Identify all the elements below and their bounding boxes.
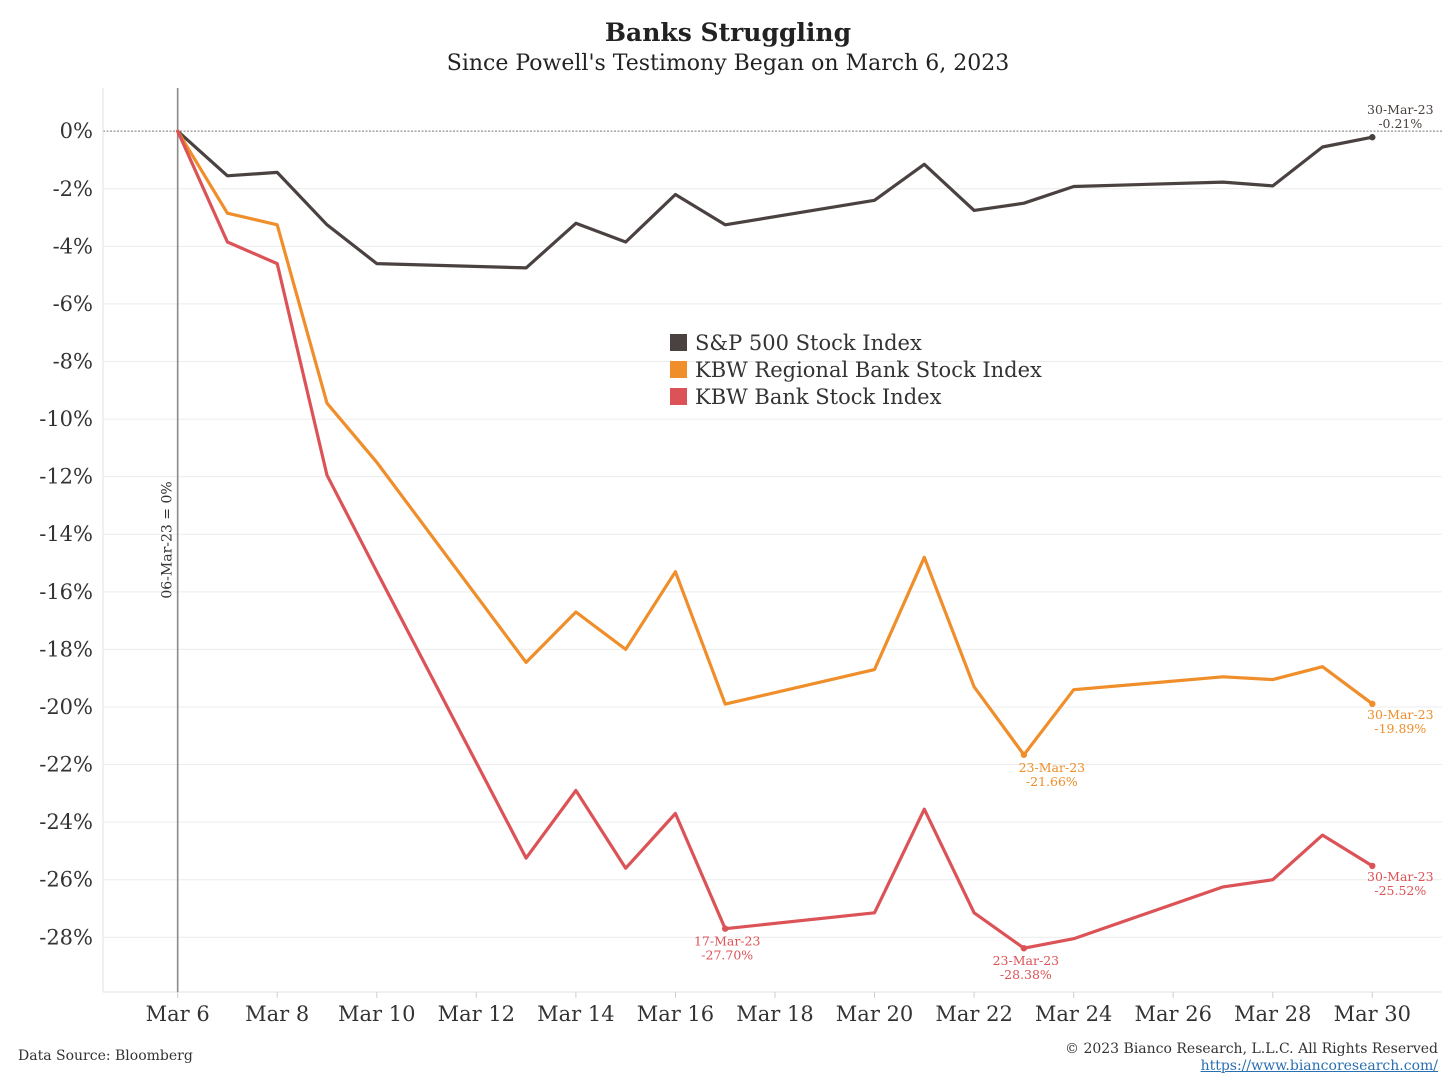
x-tick-label: Mar 6 bbox=[146, 1002, 210, 1026]
legend: S&P 500 Stock Index KBW Regional Bank Sto… bbox=[670, 331, 1042, 409]
annotation-value-label: -19.89% bbox=[1374, 721, 1426, 736]
copyright-block: © 2023 Bianco Research, L.L.C. All Right… bbox=[1065, 1041, 1438, 1075]
y-tick-label: -28% bbox=[39, 925, 93, 949]
gridlines bbox=[103, 130, 1442, 938]
x-tick-label: Mar 14 bbox=[537, 1002, 614, 1026]
annotation-marker bbox=[1020, 751, 1028, 758]
x-tick-label: Mar 16 bbox=[637, 1002, 714, 1026]
annotation-value-label: -28.38% bbox=[1000, 967, 1052, 982]
annotation-marker bbox=[1369, 700, 1376, 708]
y-tick-label: -26% bbox=[39, 868, 93, 892]
annotation-marker bbox=[1369, 134, 1376, 141]
copyright-text: © 2023 Bianco Research, L.L.C. All Right… bbox=[1065, 1041, 1438, 1057]
x-tick-label: Mar 18 bbox=[736, 1002, 813, 1026]
legend-label: S&P 500 Stock Index bbox=[695, 331, 922, 355]
x-tick-label: Mar 12 bbox=[438, 1002, 515, 1026]
annotations: 30-Mar-23-0.21%23-Mar-23-21.66%30-Mar-23… bbox=[694, 102, 1434, 982]
x-tick-label: Mar 22 bbox=[935, 1002, 1012, 1026]
reference-line: 06-Mar-23 = 0% bbox=[160, 88, 179, 992]
annotation-date-label: 30-Mar-23 bbox=[1367, 102, 1434, 117]
legend-swatch bbox=[670, 361, 687, 378]
axes: 0% -2% -4% -6% -8% -10% -12% -14% -16% -18% -20% -2… bbox=[39, 88, 1442, 1026]
y-tick-label: -10% bbox=[39, 407, 93, 431]
x-tick-label: Mar 26 bbox=[1134, 1002, 1211, 1026]
annotation-marker bbox=[722, 925, 729, 932]
series-line-1 bbox=[176, 129, 1374, 757]
legend-label: KBW Bank Stock Index bbox=[695, 385, 942, 409]
y-tick-label: -6% bbox=[53, 292, 93, 316]
y-tick-label: -18% bbox=[39, 637, 93, 661]
series-line-0 bbox=[176, 129, 1374, 270]
annotation-value-label: -25.52% bbox=[1374, 883, 1426, 898]
y-tick-label: -22% bbox=[39, 753, 93, 777]
y-tick-label: -14% bbox=[39, 522, 93, 546]
website-link[interactable]: https://www.biancoresearch.com/ bbox=[1200, 1058, 1438, 1074]
annotation-date-label: 23-Mar-23 bbox=[993, 953, 1060, 968]
legend-swatch bbox=[670, 334, 687, 351]
x-tick-label: Mar 30 bbox=[1334, 1002, 1411, 1026]
data-source: Data Source: Bloomberg bbox=[18, 1048, 193, 1064]
chart-title: Banks Struggling bbox=[604, 18, 852, 47]
y-tick-label: 0% bbox=[60, 119, 93, 143]
legend-swatch bbox=[670, 388, 687, 405]
x-tick-label: Mar 28 bbox=[1234, 1002, 1311, 1026]
annotation-date-label: 30-Mar-23 bbox=[1367, 869, 1434, 884]
y-tick-label: -16% bbox=[39, 580, 93, 604]
annotation-value-label: -21.66% bbox=[1026, 774, 1078, 789]
y-tick-label: -24% bbox=[39, 810, 93, 834]
y-tick-label: -8% bbox=[53, 350, 93, 374]
y-tick-label: -20% bbox=[39, 695, 93, 719]
annotation-date-label: 23-Mar-23 bbox=[1019, 760, 1086, 775]
x-tick-label: Mar 20 bbox=[836, 1002, 913, 1026]
y-tick-label: -12% bbox=[39, 465, 93, 489]
annotation-date-label: 30-Mar-23 bbox=[1367, 707, 1434, 722]
annotation-value-label: -27.70% bbox=[701, 948, 753, 963]
y-tick-label: -2% bbox=[53, 177, 93, 201]
annotation-marker bbox=[1369, 862, 1376, 870]
x-tick-label: Mar 8 bbox=[245, 1002, 309, 1026]
series-lines bbox=[176, 129, 1374, 950]
x-tick-label: Mar 10 bbox=[338, 1002, 415, 1026]
legend-label: KBW Regional Bank Stock Index bbox=[695, 358, 1042, 382]
chart-subtitle: Since Powell's Testimony Began on March … bbox=[446, 51, 1010, 76]
x-tick-label: Mar 24 bbox=[1035, 1002, 1112, 1026]
annotation-value-label: -0.21% bbox=[1378, 116, 1422, 131]
annotation-date-label: 17-Mar-23 bbox=[694, 934, 761, 949]
start-date-label: 06-Mar-23 = 0% bbox=[160, 481, 176, 598]
annotation-marker bbox=[1020, 945, 1028, 952]
series-line-2 bbox=[176, 129, 1374, 950]
y-tick-label: -4% bbox=[53, 234, 93, 258]
